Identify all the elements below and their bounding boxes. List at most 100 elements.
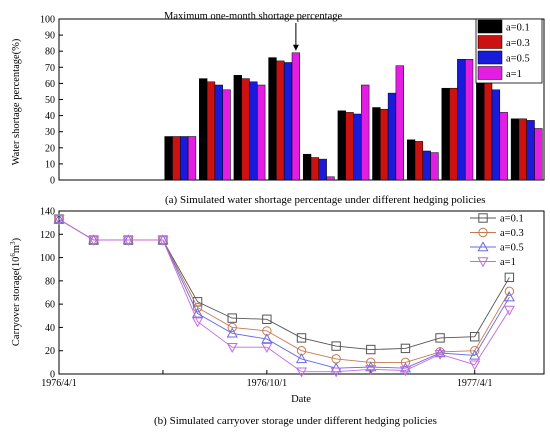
- point: [192, 297, 203, 307]
- point: [261, 333, 273, 344]
- point: [157, 235, 169, 246]
- bar: [233, 75, 242, 181]
- point: [400, 343, 411, 354]
- bar: [268, 57, 277, 181]
- legend-label: a=0.5: [500, 243, 524, 254]
- bar: [387, 92, 397, 181]
- point: [295, 353, 308, 364]
- point: [192, 302, 203, 313]
- top-ylabel: Water shortage percentage(%): [11, 38, 22, 165]
- point: [399, 366, 411, 377]
- point: [469, 360, 481, 371]
- top-ytick-label: 10: [45, 159, 55, 170]
- bar: [422, 150, 431, 181]
- bar: [457, 59, 466, 181]
- legend-swatch: [477, 50, 503, 65]
- bar: [372, 107, 381, 181]
- legend-label: a=1: [500, 257, 516, 268]
- bar: [310, 157, 320, 181]
- bar: [518, 118, 527, 181]
- bar: [414, 141, 424, 181]
- point: [331, 341, 341, 351]
- point: [478, 213, 488, 223]
- bottom-ytick-label: 140: [40, 207, 55, 218]
- top-ytick-label: 100: [40, 15, 55, 26]
- top-ytick-label: 0: [50, 176, 55, 187]
- point: [477, 241, 489, 252]
- top-legend: a=0.1 a=0.3 a=0.5 a=1: [475, 18, 543, 84]
- top-annotation: Maximum one-month shortage percentage: [164, 11, 342, 22]
- bar: [222, 89, 231, 181]
- legend-swatch: [477, 66, 503, 80]
- bottom-xtick-label: 1977/4/1: [457, 378, 493, 389]
- bottom-xtick-label: 1976/10/1: [247, 378, 288, 389]
- bar: [476, 81, 485, 181]
- series-a=1: [53, 214, 515, 378]
- legend-label: a=0.1: [506, 23, 530, 34]
- point: [226, 343, 238, 353]
- bar: [257, 84, 266, 181]
- point: [504, 286, 515, 297]
- point: [503, 291, 515, 302]
- annotation-arrow-head: [292, 44, 299, 51]
- bar: [214, 84, 223, 181]
- top-ytick-label: 30: [45, 127, 55, 138]
- bar: [361, 84, 370, 181]
- point: [470, 332, 480, 342]
- carryover-line-chart: 0 20 40 60 80 100 120 140 1976/4/1 1976/10/1 1977/…: [40, 207, 545, 389]
- bar: [302, 153, 312, 181]
- bar: [326, 176, 335, 181]
- point: [227, 322, 237, 333]
- bar: [345, 112, 354, 181]
- top-ytick-label: 20: [45, 143, 55, 154]
- bar: [291, 52, 301, 181]
- bottom-ytick-label: 100: [40, 253, 55, 264]
- top-caption: (a) Simulated water shortage percentage …: [165, 194, 486, 206]
- bottom-plot-frame: [58, 210, 545, 375]
- bottom-ylabel-unit: m: [11, 245, 22, 253]
- point: [261, 343, 273, 353]
- point: [434, 347, 446, 358]
- bottom-ylabel-sup2: 3: [9, 241, 17, 245]
- top-ytick-label: 60: [45, 79, 55, 90]
- point: [192, 317, 204, 328]
- point: [330, 367, 342, 378]
- bar: [491, 89, 501, 181]
- point: [296, 333, 307, 343]
- point: [504, 272, 515, 283]
- legend-label: a=1: [506, 69, 522, 80]
- bottom-caption: (b) Simulated carryover storage under di…: [154, 415, 437, 427]
- bottom-ytick-label: 120: [40, 230, 55, 241]
- bar: [249, 81, 258, 181]
- bar: [353, 113, 362, 181]
- point: [53, 214, 65, 225]
- top-ytick-label: 70: [45, 63, 55, 74]
- point: [435, 333, 445, 343]
- point: [365, 361, 377, 372]
- legend-label: a=0.3: [506, 38, 530, 49]
- top-ytick-label: 50: [45, 95, 55, 106]
- bar: [241, 78, 250, 181]
- bottom-ylabel-main: Carryover storage(10: [11, 257, 22, 347]
- point: [477, 257, 489, 268]
- bar: [206, 81, 216, 181]
- bottom-ytick-label: 40: [45, 323, 55, 334]
- series-line: [58, 218, 510, 373]
- point: [469, 349, 481, 360]
- bar: [187, 136, 197, 181]
- bar: [318, 158, 327, 181]
- bar: [483, 81, 493, 181]
- bottom-legend: a=0.1 a=0.3 a=0.5 a=1: [470, 213, 524, 268]
- bar: [406, 139, 416, 181]
- bar: [337, 110, 346, 181]
- shortage-bar-chart: 0 10 20 30 40 50 60 70 80 90 100 a=0.1 a=0.3 a=0.5 a=1: [40, 15, 545, 187]
- legend-label: a=0.1: [500, 214, 524, 225]
- bar: [430, 152, 439, 181]
- bar: [526, 120, 535, 181]
- bottom-xlabel: Date: [291, 394, 311, 405]
- bottom-ytick-label: 20: [45, 346, 55, 357]
- legend-label: a=0.5: [506, 54, 530, 65]
- bottom-ylabel-sup: 6: [9, 253, 17, 257]
- point: [262, 314, 272, 324]
